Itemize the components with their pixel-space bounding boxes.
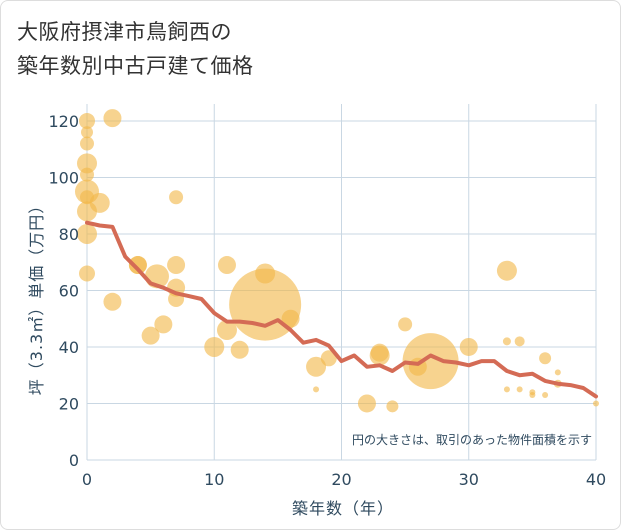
bubble-point xyxy=(398,317,413,332)
chart-title-line-2: 築年数別中古戸建て価格 xyxy=(17,54,254,78)
bubble-point xyxy=(306,356,327,377)
bubble-point xyxy=(216,320,237,341)
chart-title-line-1: 大阪府摂津市鳥飼西の xyxy=(17,20,232,44)
bubble-point xyxy=(593,400,599,407)
bubble-point xyxy=(103,292,122,311)
bubble-point xyxy=(128,256,147,275)
x-tick-label: 0 xyxy=(82,470,92,489)
x-tick-label: 10 xyxy=(204,470,224,489)
bubble-point xyxy=(514,336,525,347)
bubble-point xyxy=(169,190,184,205)
bubble-point xyxy=(80,167,94,182)
bubble-point xyxy=(496,260,517,281)
bubble-point xyxy=(141,326,160,345)
bubble-point xyxy=(539,352,552,365)
bubble-point xyxy=(167,256,186,275)
x-tick-label: 40 xyxy=(586,470,606,489)
bubble-point xyxy=(502,337,511,346)
size-note: 円の大きさは、取引のあった物件面積を示す xyxy=(352,432,592,447)
bubble-series xyxy=(75,109,599,413)
bubble-point xyxy=(402,333,459,390)
bubble-point xyxy=(554,369,561,376)
bubble-point xyxy=(79,112,95,129)
bubble-point xyxy=(542,392,549,399)
y-tick-label: 40 xyxy=(59,338,79,357)
bubble-point xyxy=(77,223,97,244)
bubble-point xyxy=(281,309,300,328)
y-tick-label: 80 xyxy=(59,225,79,244)
average-line-series xyxy=(85,220,598,399)
x-tick-label: 20 xyxy=(331,470,351,489)
bubble-point xyxy=(80,136,94,151)
y-tick-label: 20 xyxy=(59,394,79,413)
bubble-point xyxy=(313,386,320,393)
average-line xyxy=(85,220,598,399)
chart-title: 大阪府摂津市鳥飼西の 築年数別中古戸建て価格 xyxy=(17,15,254,83)
bubble-point xyxy=(77,153,97,174)
bubble-point xyxy=(204,336,225,357)
bubble-point xyxy=(103,109,122,128)
axis-tick-labels: 0 10 20 30 40 0 20 40 60 80 100 120 xyxy=(48,112,606,489)
x-tick-label: 30 xyxy=(459,470,479,489)
bubble-point xyxy=(516,386,523,393)
y-tick-label: 60 xyxy=(59,281,79,300)
bubble-point xyxy=(79,265,95,282)
bubble-point xyxy=(529,392,536,399)
x-axis-title: 築年数（年） xyxy=(292,499,394,518)
bubble-point xyxy=(503,386,510,393)
bubble-point xyxy=(89,192,110,213)
bubble-point xyxy=(370,343,389,362)
bubble-point xyxy=(459,337,478,356)
bubble-point xyxy=(357,394,376,413)
bubble-point xyxy=(230,340,249,359)
y-axis-title: 坪（3.3㎡）単価（万円） xyxy=(27,197,46,395)
bubble-point xyxy=(154,315,173,334)
bubble-point xyxy=(320,350,337,367)
bubble-point xyxy=(81,126,93,139)
y-tick-label: 100 xyxy=(48,168,79,187)
y-tick-label: 120 xyxy=(48,112,79,131)
bubble-point xyxy=(386,400,399,413)
y-tick-label: 0 xyxy=(69,451,79,470)
bubble-point xyxy=(217,256,236,275)
